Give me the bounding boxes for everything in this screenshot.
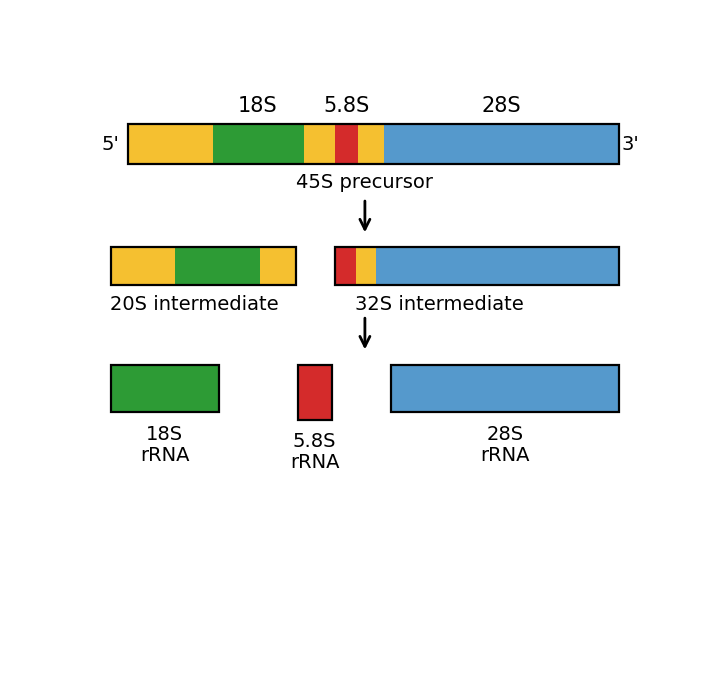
Bar — [111, 247, 174, 285]
Bar — [335, 247, 355, 285]
Bar — [335, 125, 357, 164]
Bar — [357, 125, 384, 164]
Bar — [111, 247, 296, 285]
Text: rRNA: rRNA — [481, 446, 530, 465]
Bar — [111, 365, 219, 412]
Text: 18S: 18S — [146, 425, 183, 444]
Text: 5.8S: 5.8S — [323, 97, 370, 116]
Text: rRNA: rRNA — [290, 453, 340, 472]
Bar — [392, 365, 619, 412]
Bar — [335, 247, 619, 285]
Text: 20S intermediate: 20S intermediate — [110, 295, 278, 314]
Text: 28S: 28S — [482, 97, 522, 116]
Bar — [376, 247, 619, 285]
Bar — [127, 125, 619, 164]
Text: 3': 3' — [622, 135, 639, 154]
Text: rRNA: rRNA — [140, 446, 189, 465]
Text: 5.8S: 5.8S — [293, 432, 337, 451]
Text: 18S: 18S — [238, 97, 277, 116]
Text: 32S intermediate: 32S intermediate — [355, 295, 524, 314]
Bar — [174, 247, 260, 285]
Bar — [298, 365, 332, 420]
Text: 28S: 28S — [486, 425, 523, 444]
Bar — [213, 125, 304, 164]
Bar — [355, 247, 376, 285]
Text: 5': 5' — [102, 135, 120, 154]
Bar — [384, 125, 619, 164]
Bar — [127, 125, 213, 164]
Bar — [304, 125, 335, 164]
Text: 45S precursor: 45S precursor — [296, 173, 434, 192]
Bar — [260, 247, 296, 285]
